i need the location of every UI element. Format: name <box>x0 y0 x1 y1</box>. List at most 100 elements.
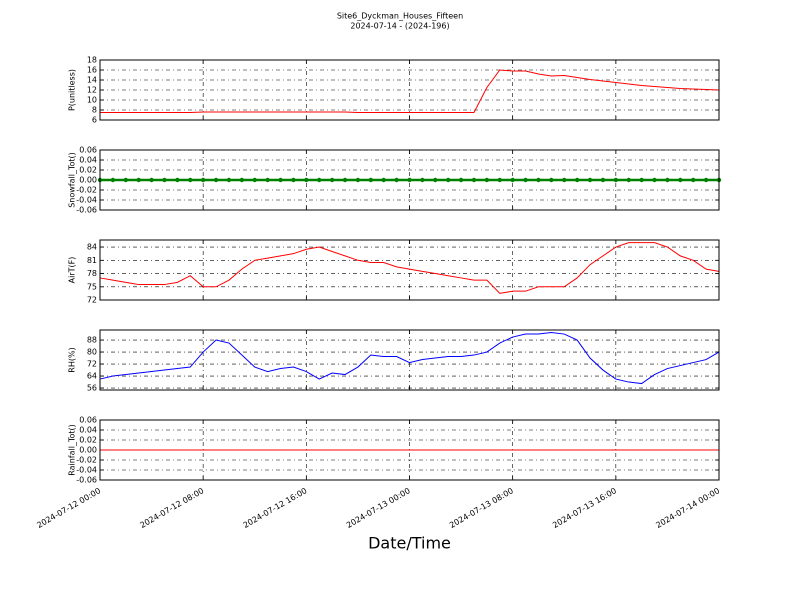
y-tick-label: -0.02 <box>76 186 97 195</box>
data-point <box>355 177 361 183</box>
chart-title: Site6_Dyckman_Houses_Fifteen <box>337 12 463 21</box>
data-point <box>278 177 283 183</box>
y-tick-label: -0.06 <box>76 476 97 485</box>
data-point <box>445 177 451 183</box>
data-point <box>691 177 696 183</box>
x-tick-label: 2024-07-13 00:00 <box>345 486 412 530</box>
axes-frame <box>99 419 720 481</box>
data-point <box>536 177 541 183</box>
axes-frame <box>99 239 720 301</box>
axes-frame <box>99 329 720 391</box>
data-point <box>317 177 322 183</box>
y-tick-label: 72 <box>87 296 97 305</box>
y-tick-label: 0.06 <box>79 416 97 425</box>
y-tick-label: 18 <box>87 56 97 65</box>
data-point <box>394 177 399 183</box>
data-line <box>100 69 720 113</box>
data-point <box>368 177 374 183</box>
x-tick-label: 2024-07-12 16:00 <box>242 486 309 530</box>
data-point <box>162 177 167 183</box>
y-tick-label: 0.00 <box>79 446 97 455</box>
y-tick-label: -0.02 <box>76 456 97 465</box>
data-point <box>200 177 206 183</box>
y-tick-label: 0.06 <box>79 146 97 155</box>
data-point <box>329 177 335 183</box>
x-axis-label: Date/Time <box>368 534 451 553</box>
data-point <box>652 177 657 183</box>
data-point <box>587 177 593 183</box>
data-point <box>188 177 193 183</box>
y-axis-label: AirT(F) <box>68 257 77 284</box>
y-tick-label: 0.04 <box>79 426 97 435</box>
x-tick-label: 2024-07-12 00:00 <box>35 486 102 530</box>
data-point <box>433 177 438 183</box>
y-axis-label: Snowfall_Tot() <box>68 152 77 208</box>
data-point <box>574 177 580 183</box>
y-tick-label: 14 <box>87 76 97 85</box>
data-point <box>342 177 348 183</box>
y-tick-label: 78 <box>87 269 97 278</box>
y-axis-label: RH(%) <box>68 347 77 372</box>
data-point <box>613 177 619 183</box>
data-point <box>678 177 683 183</box>
data-point <box>252 177 257 183</box>
data-point <box>420 177 425 183</box>
data-point <box>703 177 709 183</box>
axes-frame <box>99 59 720 121</box>
y-tick-label: 84 <box>87 243 97 252</box>
y-tick-label: -0.04 <box>76 196 97 205</box>
data-line <box>99 332 720 385</box>
data-point <box>265 177 270 183</box>
data-point <box>136 177 141 183</box>
data-point <box>497 177 502 183</box>
data-point <box>213 177 219 183</box>
data-line <box>99 242 720 294</box>
y-tick-label: 81 <box>87 256 97 265</box>
y-tick-label: 88 <box>87 336 97 345</box>
y-tick-label: -0.04 <box>76 466 97 475</box>
y-tick-label: 8 <box>92 106 97 115</box>
axes-frame <box>99 149 720 211</box>
y-tick-label: 75 <box>87 282 97 291</box>
data-point <box>458 177 464 183</box>
y-tick-label: 0.04 <box>79 156 97 165</box>
data-point <box>626 177 631 183</box>
y-tick-label: 6 <box>92 116 97 125</box>
data-point <box>665 177 670 183</box>
data-point <box>110 177 116 183</box>
data-point <box>549 177 554 183</box>
data-point <box>562 177 567 183</box>
data-point <box>291 177 296 183</box>
y-tick-label: 16 <box>87 66 97 75</box>
x-tick-label: 2024-07-12 08:00 <box>138 486 205 530</box>
y-tick-label: 0.02 <box>79 166 97 175</box>
data-point <box>484 177 490 183</box>
data-point <box>639 177 644 183</box>
y-tick-label: 72 <box>87 360 97 369</box>
y-tick-label: 0.00 <box>79 176 97 185</box>
x-tick-label: 2024-07-14 00:00 <box>654 486 721 530</box>
data-point <box>175 177 180 183</box>
data-point <box>123 177 128 183</box>
data-point <box>407 177 412 183</box>
data-point <box>226 177 232 183</box>
y-tick-label: -0.06 <box>76 206 97 215</box>
x-tick-label: 2024-07-13 08:00 <box>448 486 515 530</box>
y-tick-label: 0.02 <box>79 436 97 445</box>
data-point <box>304 177 309 183</box>
data-point <box>149 177 154 183</box>
data-point <box>239 177 245 183</box>
y-tick-label: 80 <box>87 348 97 357</box>
data-point <box>510 177 515 183</box>
x-tick-label: 2024-07-13 16:00 <box>551 486 618 530</box>
data-point <box>381 177 386 183</box>
y-tick-label: 12 <box>87 86 97 95</box>
y-axis-label: Rainfall_Tot() <box>68 424 77 476</box>
y-axis-label: P(unitless) <box>68 69 77 111</box>
y-tick-label: 10 <box>87 96 97 105</box>
y-tick-label: 56 <box>87 384 97 393</box>
data-point <box>471 177 477 183</box>
data-point <box>523 177 528 183</box>
chart-subtitle: 2024-07-14 - (2024-196) <box>350 22 449 31</box>
